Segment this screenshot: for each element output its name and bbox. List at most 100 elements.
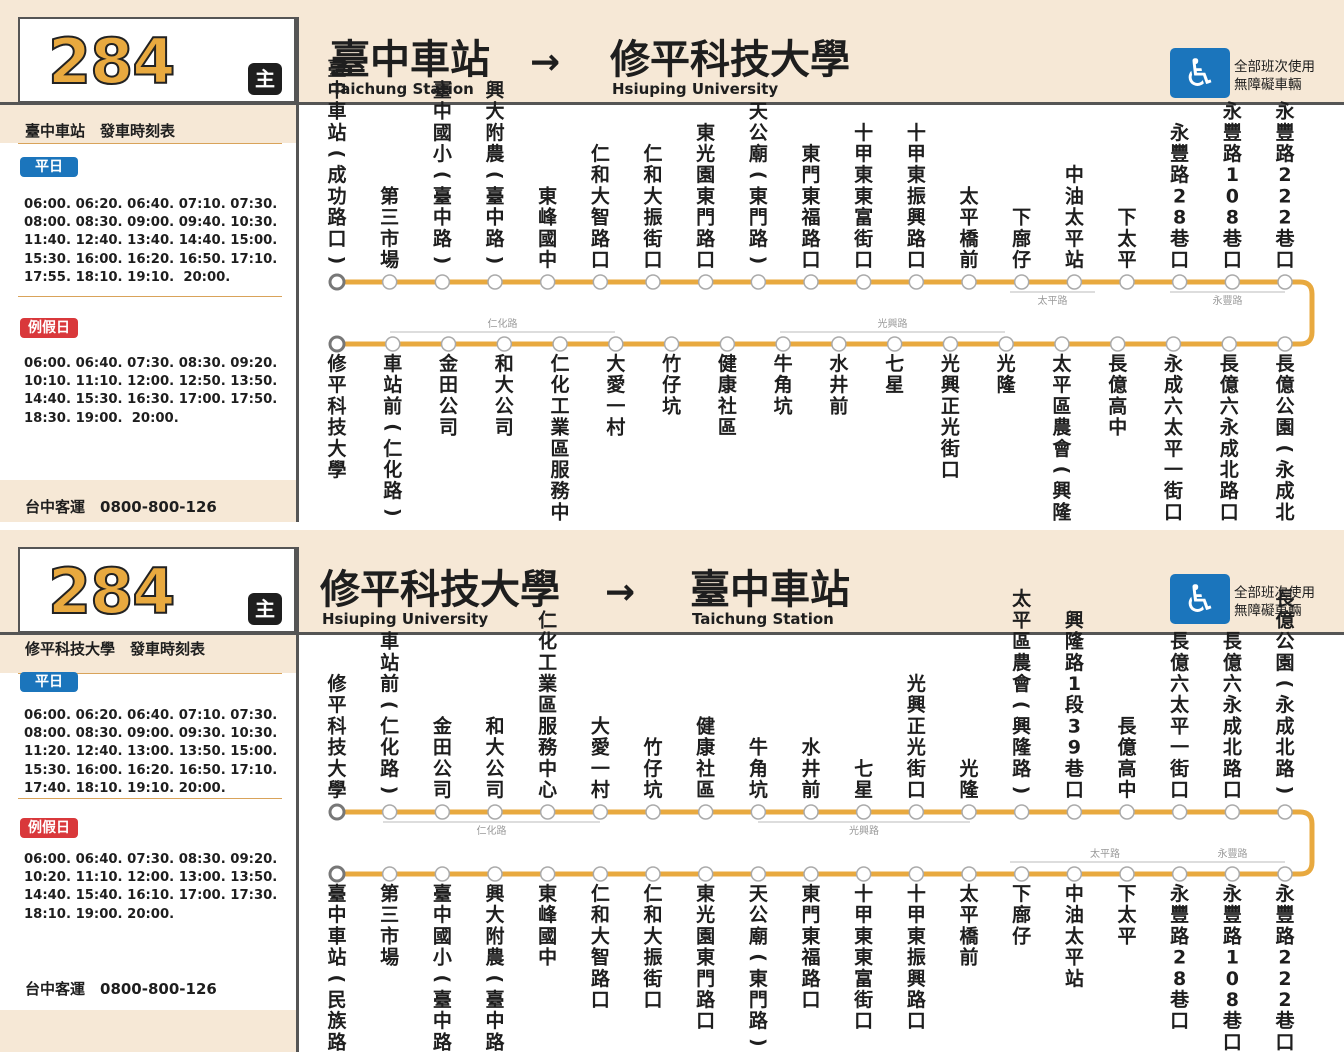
svg-text:平: 平 — [1065, 228, 1084, 250]
svg-text:大: 大 — [591, 184, 610, 207]
svg-text:光: 光 — [958, 757, 978, 780]
svg-text:2: 2 — [1278, 968, 1291, 990]
svg-text:(: ( — [382, 423, 404, 432]
stop-marker — [435, 805, 449, 819]
svg-text:天: 天 — [749, 883, 769, 905]
stop-marker — [383, 805, 397, 819]
svg-text:東: 東 — [907, 924, 926, 947]
svg-text:大: 大 — [485, 100, 504, 123]
stop-marker — [1173, 867, 1187, 881]
svg-text:甲: 甲 — [907, 143, 926, 165]
svg-text:區: 區 — [538, 694, 557, 716]
svg-text:街: 街 — [642, 967, 662, 990]
stop-marker — [999, 337, 1013, 351]
operator-contact: 台中客運 0800-800-126 — [25, 496, 217, 517]
svg-text:口: 口 — [907, 249, 926, 271]
svg-text:北: 北 — [1223, 737, 1242, 759]
svg-text:平: 平 — [1065, 947, 1084, 969]
svg-text:口: 口 — [1275, 249, 1294, 271]
svg-text:車: 車 — [380, 630, 399, 653]
svg-text:口: 口 — [327, 228, 346, 250]
stop-marker — [1120, 275, 1134, 289]
svg-text:中: 中 — [1065, 882, 1084, 905]
svg-text:會: 會 — [1012, 672, 1032, 695]
svg-text:大: 大 — [606, 352, 625, 375]
svg-text:臺: 臺 — [327, 882, 346, 905]
svg-text:務: 務 — [551, 479, 571, 502]
stop-marker — [435, 275, 449, 289]
svg-text:前: 前 — [801, 778, 820, 801]
svg-text:臺: 臺 — [433, 184, 452, 207]
stop-marker — [1225, 275, 1239, 289]
stop-marker — [488, 867, 502, 881]
svg-text:8: 8 — [1226, 207, 1239, 229]
svg-text:永: 永 — [1222, 693, 1243, 716]
svg-text:峰: 峰 — [538, 903, 558, 926]
svg-text:區: 區 — [696, 779, 715, 801]
stop-label: 竹仔坑 — [661, 352, 681, 417]
svg-text:區: 區 — [1052, 395, 1071, 417]
stop-marker — [1120, 805, 1134, 819]
svg-text:路: 路 — [383, 479, 403, 502]
svg-text:和: 和 — [485, 714, 504, 737]
svg-text:服: 服 — [551, 459, 571, 481]
svg-text:竹: 竹 — [661, 352, 681, 375]
svg-text:族: 族 — [327, 1009, 347, 1032]
svg-text:隆: 隆 — [1012, 736, 1032, 759]
stop-label: 水井前 — [801, 737, 821, 801]
svg-text:豐: 豐 — [1223, 121, 1242, 144]
svg-text:東: 東 — [801, 924, 820, 947]
svg-text:中: 中 — [551, 500, 570, 522]
svg-text:永: 永 — [1169, 121, 1190, 144]
svg-text:(: ( — [747, 171, 769, 180]
road-label: 永豐路 — [1218, 847, 1248, 860]
svg-text:(: ( — [326, 974, 348, 983]
holiday-times: 06:00. 06:40. 07:30. 08:30. 09:20. 10:20… — [24, 851, 277, 924]
svg-text:和: 和 — [495, 352, 514, 375]
svg-text:村: 村 — [591, 778, 610, 801]
svg-text:平: 平 — [1117, 925, 1136, 947]
svg-text:2: 2 — [1173, 947, 1186, 969]
svg-text:星: 星 — [885, 374, 904, 396]
svg-text:巷: 巷 — [1222, 1010, 1243, 1032]
svg-text:東: 東 — [854, 184, 873, 207]
svg-text:仔: 仔 — [662, 373, 681, 396]
stop-marker — [593, 867, 607, 881]
svg-text:興: 興 — [1065, 609, 1084, 631]
stop-marker — [1015, 805, 1029, 819]
svg-text:修: 修 — [326, 352, 347, 375]
stop-marker — [804, 867, 818, 881]
stop-label: 下太平 — [1117, 883, 1137, 947]
svg-text:北: 北 — [1275, 737, 1294, 759]
svg-text:國: 國 — [433, 122, 452, 144]
svg-text:2: 2 — [1278, 164, 1291, 186]
svg-text:前: 前 — [829, 394, 848, 417]
svg-text:十: 十 — [854, 882, 873, 905]
stop-label: 光隆 — [996, 352, 1017, 396]
svg-text:路: 路 — [801, 227, 821, 250]
stop-marker — [593, 805, 607, 819]
svg-text:公: 公 — [1275, 395, 1294, 417]
stop-label: 修平科技大學 — [326, 352, 347, 481]
stop-marker — [857, 867, 871, 881]
svg-text:長: 長 — [1108, 353, 1128, 375]
svg-text:1: 1 — [1226, 947, 1239, 969]
svg-text:甲: 甲 — [907, 904, 926, 926]
svg-text:大: 大 — [591, 924, 610, 947]
main-route-tag: 主 — [248, 63, 282, 95]
svg-text:路: 路 — [591, 227, 611, 250]
svg-text:永: 永 — [1219, 416, 1240, 439]
holiday-times: 06:00. 06:40. 07:30. 08:30. 09:20. 10:10… — [24, 355, 277, 428]
svg-text:東: 東 — [854, 924, 873, 947]
svg-text:園: 園 — [696, 164, 715, 186]
stop-marker — [1055, 337, 1069, 351]
